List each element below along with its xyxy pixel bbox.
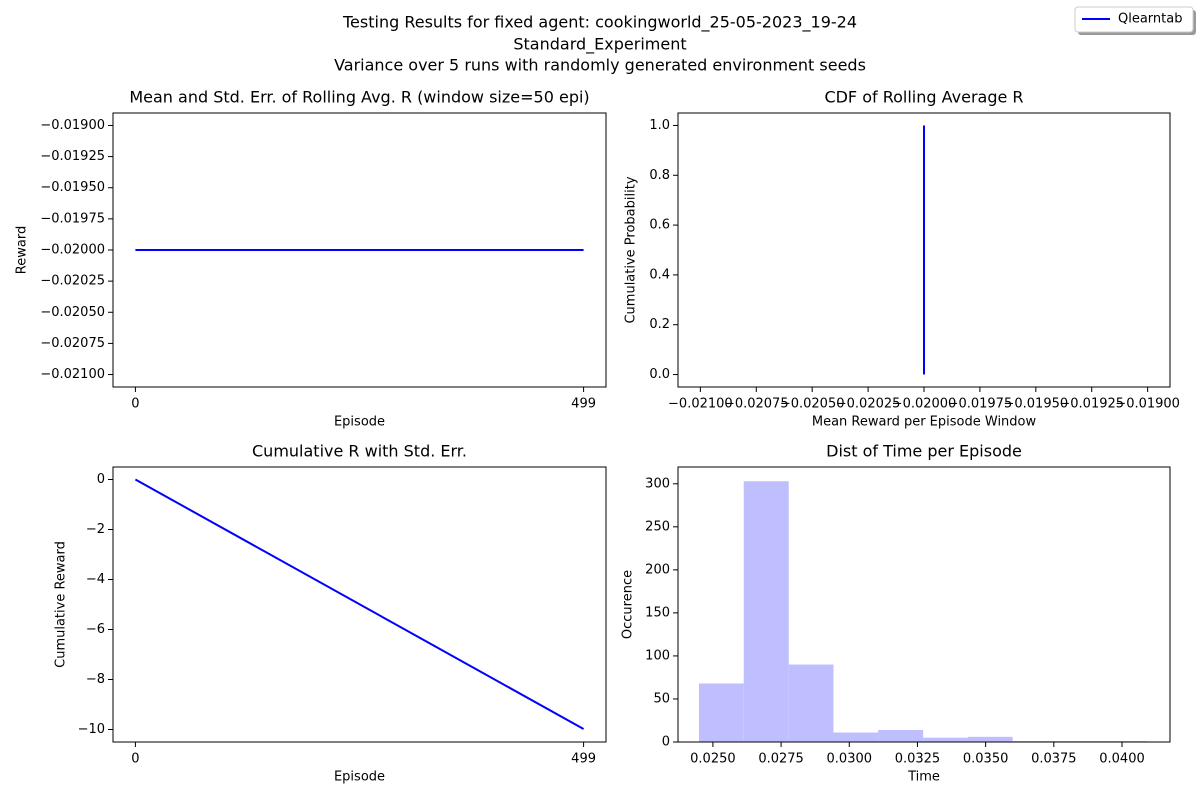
x-tick-label: −0.02075 [724,397,789,412]
x-tick-label: 499 [571,397,596,412]
bar [699,683,744,742]
legend-box [1074,6,1194,33]
x-tick-label: 0 [131,397,139,412]
axes-frame [677,466,1171,743]
y-tick-label: −8 [86,672,105,687]
bar [743,481,789,742]
bar [788,664,834,742]
y-tick-label: 300 [645,476,670,491]
y-tick-label: −4 [86,572,105,587]
x-tick-label: 499 [571,752,596,767]
y-tick-label: −0.02025 [40,274,105,289]
y-axis-label: Cumulative Probability [624,176,639,323]
y-tick-label: 50 [653,691,670,706]
x-tick-label: −0.02100 [668,397,733,412]
y-tick-label: −0.01950 [40,180,105,195]
y-tick-label: −0.01975 [40,211,105,226]
y-tick-label: 200 [645,562,670,577]
y-tick-label: 100 [645,648,670,663]
x-axis-label: Time [907,770,940,785]
bar [878,729,924,742]
x-tick-label: 0.0275 [758,752,804,767]
axes-frame [112,466,607,743]
y-tick-label: −6 [86,622,105,637]
y-tick-label: −0.02100 [40,367,105,382]
y-tick-label: 1.0 [649,118,670,133]
x-axis-label: Episode [334,770,385,785]
x-axis-label: Episode [334,415,385,430]
x-tick-label: −0.01975 [948,397,1013,412]
axes-title: Dist of Time per Episode [826,442,1022,461]
x-axis-label: Mean Reward per Episode Window [812,415,1037,430]
x-tick-label: 0.0375 [1031,752,1077,767]
y-tick-label: 150 [645,605,670,620]
y-axis-label: Cumulative Reward [54,541,69,668]
bar [967,736,1013,742]
bar [923,737,968,742]
line [134,478,585,730]
x-tick-label: 0.0300 [827,752,873,767]
legend: Qlearntab [1074,6,1196,35]
x-tick-label: 0.0350 [963,752,1009,767]
x-tick-label: −0.02050 [780,397,845,412]
x-tick-label: 0 [131,752,139,767]
y-axis-label: Occurence [621,570,636,639]
figure-subtitle: Standard_Experiment [513,35,686,55]
y-axis-label: Reward [15,226,30,274]
y-tick-label: 0.8 [649,168,670,183]
legend-label: Qlearntab [1118,12,1182,27]
y-tick-label: −10 [78,722,105,737]
y-tick-label: −0.02075 [40,336,105,351]
y-tick-label: −0.01900 [40,118,105,133]
x-tick-label: 0.0325 [895,752,941,767]
figure-subtitle: Variance over 5 runs with randomly gener… [334,56,866,75]
axes-title: Cumulative R with Std. Err. [252,442,467,461]
axes-title: CDF of Rolling Average R [824,88,1023,107]
x-tick-label: −0.01900 [1115,397,1180,412]
bar [833,732,879,742]
x-tick-label: −0.01925 [1059,397,1124,412]
y-tick-label: 0.2 [649,317,670,332]
x-tick-label: 0.0400 [1099,752,1145,767]
y-tick-label: 0.6 [649,218,670,233]
y-tick-label: 0 [97,472,105,487]
y-tick-label: −0.01925 [40,149,105,164]
y-tick-label: −2 [86,522,105,537]
y-tick-label: 0.0 [649,367,670,382]
y-tick-label: −0.02000 [40,243,105,258]
x-tick-label: −0.01950 [1003,397,1068,412]
y-tick-label: 0.4 [649,267,670,282]
figure-title: Testing Results for fixed agent: cooking… [342,13,857,33]
x-tick-label: −0.02025 [836,397,901,412]
axes-title: Mean and Std. Err. of Rolling Avg. R (wi… [129,88,589,107]
y-tick-label: 250 [645,519,670,534]
y-tick-label: −0.02050 [40,305,105,320]
x-tick-label: −0.02000 [892,397,957,412]
x-tick-label: 0.0250 [690,752,736,767]
y-tick-label: 0 [662,735,670,750]
